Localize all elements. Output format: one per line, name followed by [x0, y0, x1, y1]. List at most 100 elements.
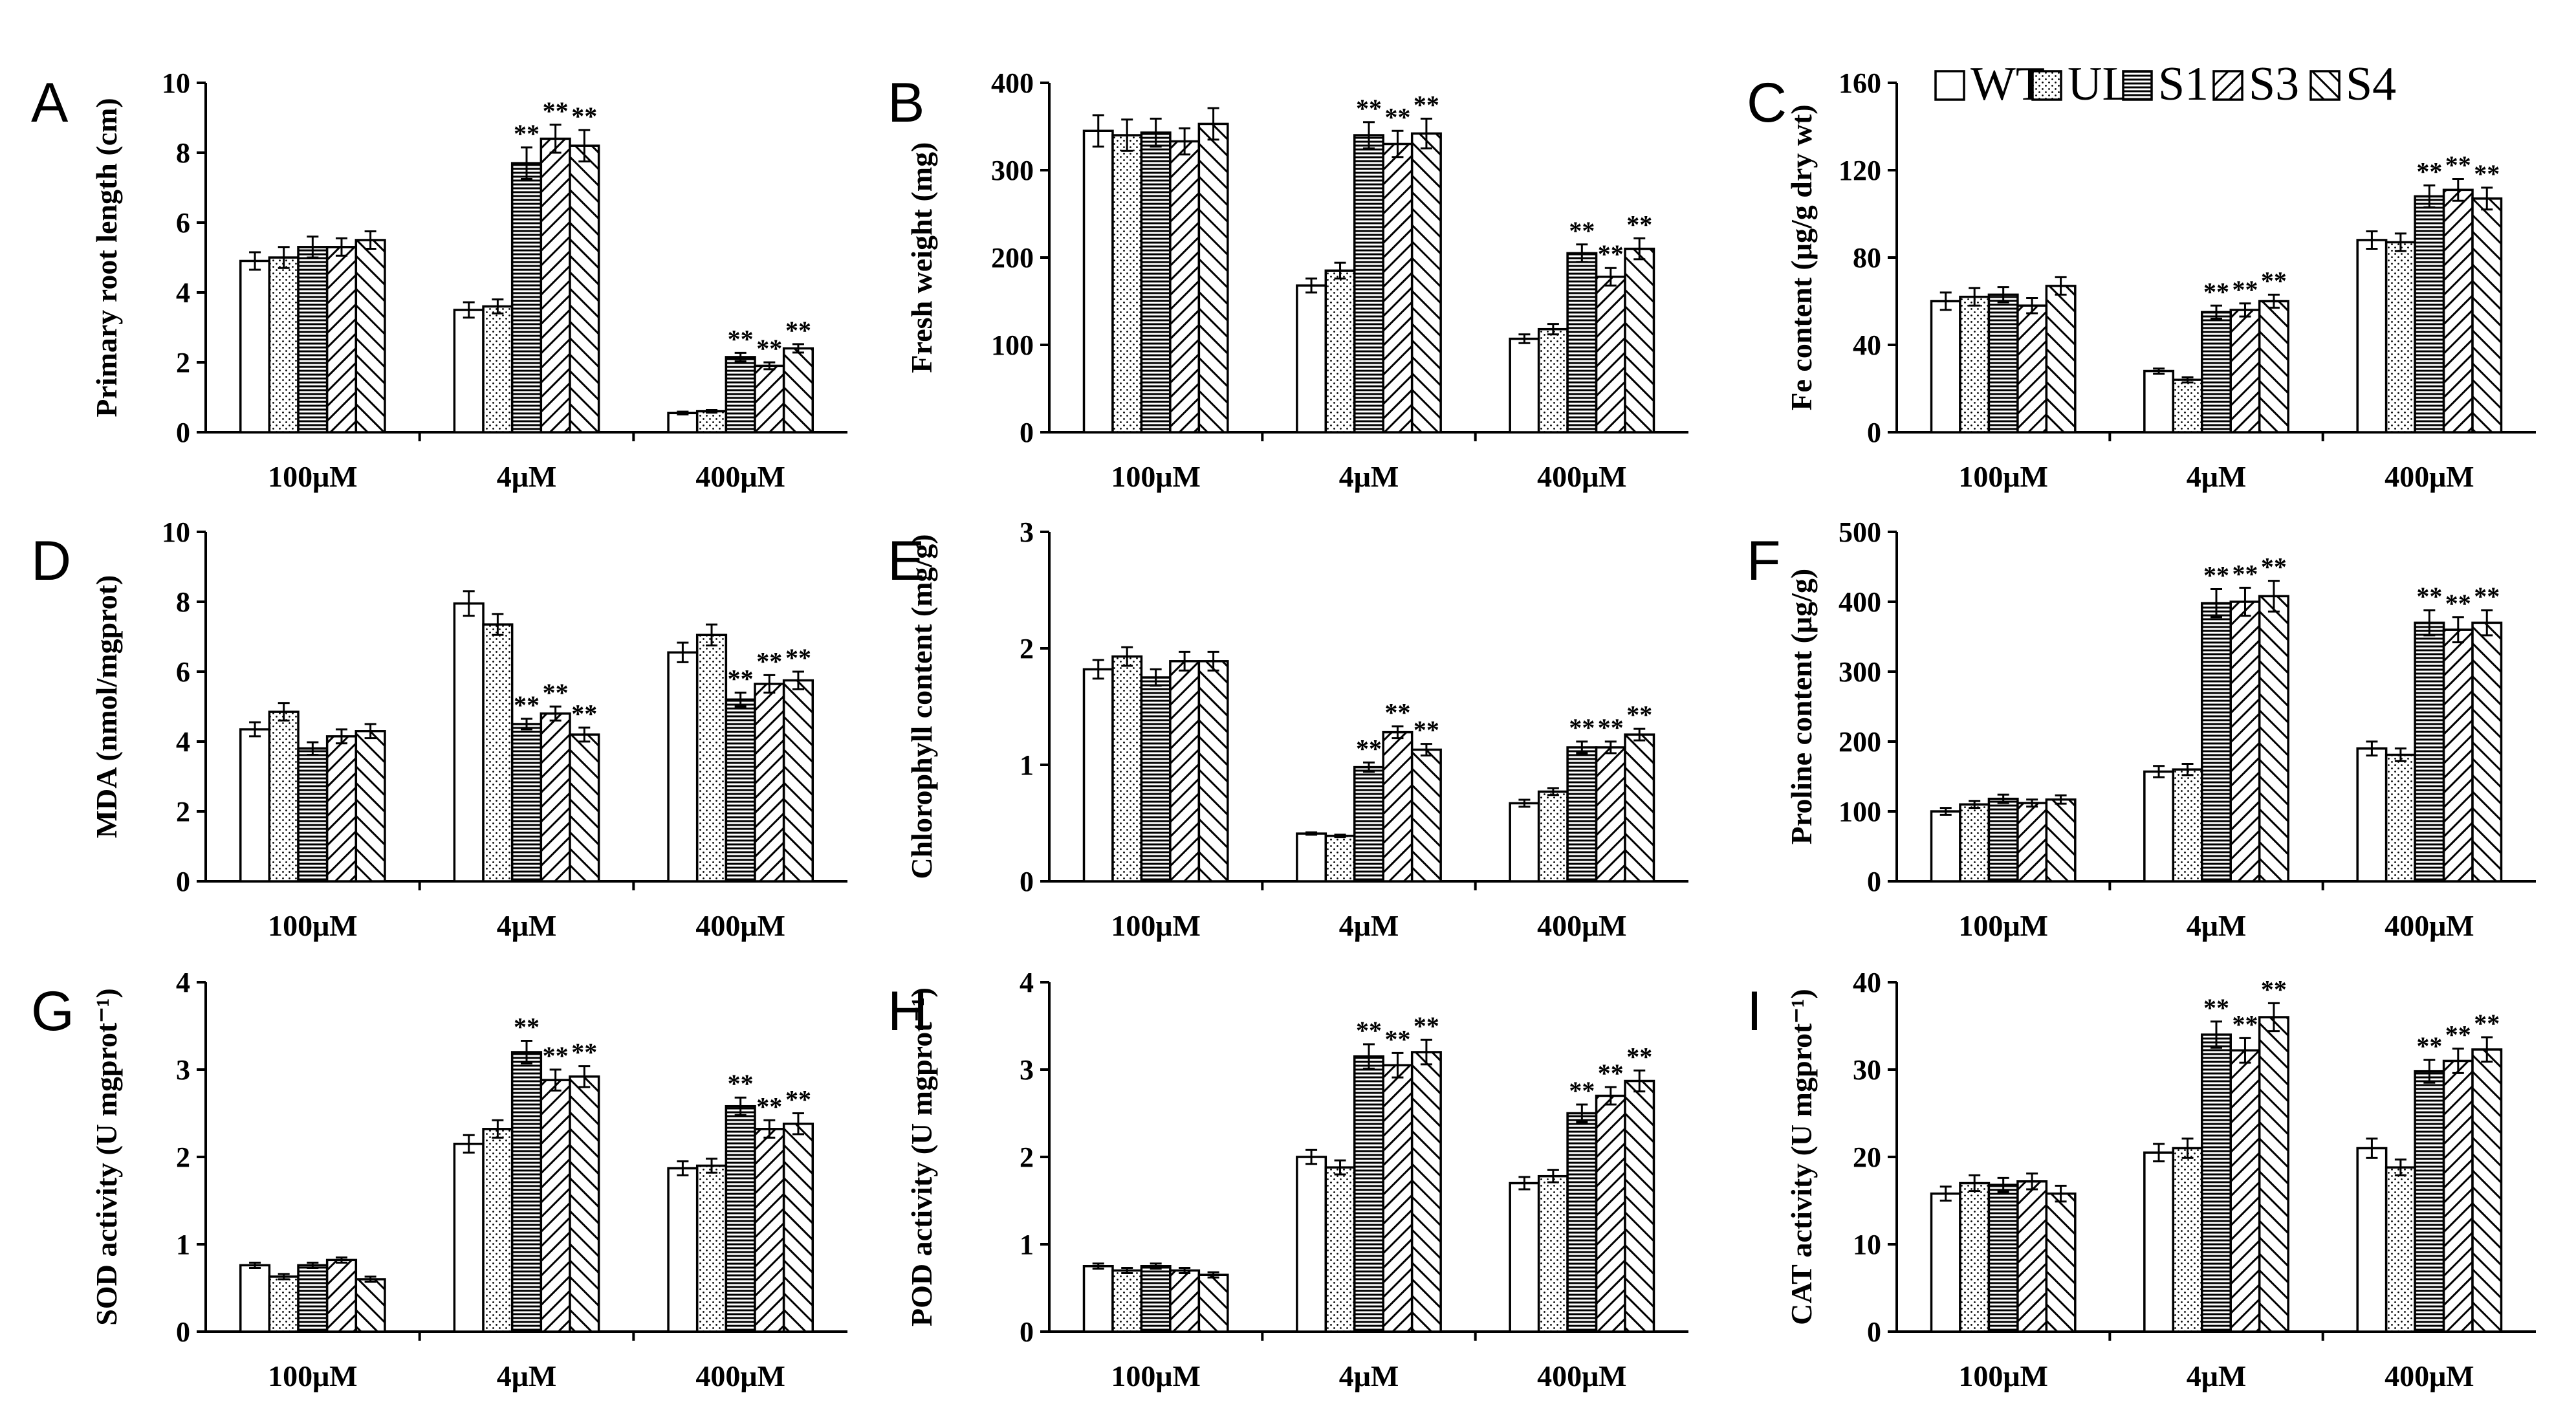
error-bar — [1363, 1043, 1375, 1070]
error-bar — [578, 1065, 591, 1088]
bar-s4 — [1197, 660, 1229, 883]
error-bar — [2452, 1048, 2464, 1074]
x-category-label: 400μM — [2385, 909, 2474, 942]
error-bar — [2267, 293, 2280, 309]
y-tick-label: 0 — [1020, 866, 1034, 897]
error-bar — [1363, 761, 1375, 773]
bar-ul — [1111, 655, 1143, 883]
bar-s3 — [754, 683, 785, 883]
bar-s4 — [782, 679, 814, 883]
legend-swatch — [1934, 70, 1965, 101]
bar-s4 — [1197, 1273, 1229, 1333]
error-bar — [1547, 1169, 1559, 1183]
significance-label: ** — [2445, 1020, 2471, 1050]
bar-s4 — [1410, 1051, 1442, 1333]
significance-label: ** — [2445, 589, 2471, 618]
bar-s4 — [2258, 300, 2289, 434]
bar-s1 — [1566, 252, 1598, 434]
bar-s1 — [725, 1105, 756, 1333]
bar-s3 — [540, 137, 571, 434]
bar-wt — [1509, 802, 1540, 883]
bar-s1 — [1987, 797, 2019, 883]
error-bar — [335, 237, 347, 257]
bar-s3 — [2229, 309, 2261, 434]
bar-ul — [2385, 753, 2416, 883]
y-tick-label: 10 — [162, 67, 190, 99]
panel-letter: A — [31, 72, 69, 134]
bar-s3 — [2442, 628, 2474, 883]
bar-ul — [1537, 327, 1569, 434]
bar-s3 — [1169, 140, 1201, 434]
error-bar — [364, 1275, 377, 1283]
bar-s1 — [2201, 1033, 2232, 1333]
significance-label: ** — [1598, 1059, 1624, 1088]
bar-ul — [695, 1164, 728, 1333]
significance-label: ** — [2474, 582, 2500, 611]
error-bar — [1420, 1039, 1432, 1066]
error-bar — [364, 230, 377, 250]
bar-s1 — [1140, 1265, 1172, 1333]
chart-panel-h: H 0 1 2 3 4 POD activity (U mgprot⁻¹) 100μM 4μM *… — [888, 967, 1688, 1392]
error-bar — [2055, 794, 2067, 805]
error-bar — [792, 1112, 804, 1136]
error-bar — [2452, 616, 2464, 644]
y-tick-label: 4 — [1020, 967, 1034, 998]
bar-s3 — [2229, 1049, 2261, 1333]
y-tick-label: 3 — [1020, 1054, 1034, 1086]
error-bar — [307, 1261, 319, 1269]
error-bar — [734, 1096, 747, 1116]
bar-s1 — [1566, 746, 1598, 883]
y-tick-label: 0 — [1867, 866, 1881, 897]
bar-wt — [453, 602, 485, 883]
legend-item-s4: S4 — [2309, 58, 2396, 111]
bar-ul — [1959, 803, 1991, 883]
error-bar — [249, 251, 261, 271]
bar-ul — [2172, 1147, 2203, 1333]
significance-label: ** — [1569, 1076, 1595, 1105]
y-tick-label: 10 — [1853, 1229, 1881, 1260]
bar-wt — [1296, 832, 1327, 883]
error-bar — [2394, 747, 2407, 762]
y-tick-label: 120 — [1839, 155, 1881, 186]
significance-label: ** — [785, 1085, 811, 1114]
error-bar — [2055, 1185, 2067, 1203]
error-bar — [1633, 727, 1646, 742]
y-tick-label: 6 — [176, 656, 190, 688]
significance-label: ** — [2474, 159, 2500, 188]
error-bar — [2267, 1002, 2280, 1033]
panel-letter: E — [888, 530, 924, 592]
error-bar — [521, 1039, 532, 1065]
bar-s4 — [782, 1122, 814, 1333]
error-bar — [521, 718, 532, 731]
y-tick-label: 80 — [1853, 242, 1881, 274]
x-category-label: 100μM — [1111, 1359, 1201, 1392]
significance-label: ** — [571, 699, 597, 728]
bar-ul — [1111, 1269, 1143, 1333]
bar-s4 — [569, 144, 600, 434]
error-bar — [1547, 323, 1559, 336]
bar-wt — [2143, 770, 2175, 883]
y-tick-label: 0 — [176, 1316, 190, 1348]
error-bar — [2423, 609, 2436, 637]
bar-s3 — [325, 735, 358, 883]
error-bar — [1305, 1149, 1318, 1165]
error-bar — [1150, 668, 1162, 687]
bar-s1 — [2201, 602, 2232, 883]
error-bar — [1420, 743, 1432, 757]
bar-s4 — [2258, 595, 2289, 883]
legend-swatch — [2122, 70, 2153, 101]
error-bar — [335, 728, 347, 745]
error-bar — [1363, 121, 1375, 149]
bar-s1 — [2201, 311, 2232, 434]
error-bar — [1939, 1185, 1952, 1202]
bar-s1 — [1987, 293, 2019, 434]
y-tick-label: 200 — [1839, 726, 1881, 758]
bar-ul — [1959, 1182, 1991, 1333]
error-bar — [792, 343, 804, 354]
bar-s3 — [1595, 1094, 1626, 1333]
error-bar — [2481, 186, 2493, 211]
legend: WT UL S1 S3 S4 — [1934, 58, 2396, 111]
bar-s3 — [2442, 1059, 2474, 1333]
